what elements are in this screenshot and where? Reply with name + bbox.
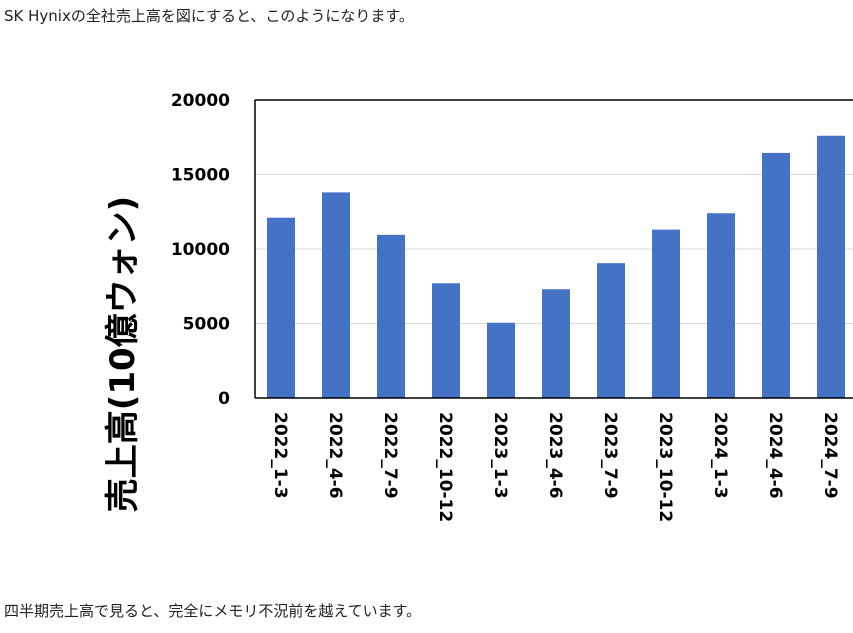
revenue-bar-chart: 0 5000 10000 15000 20000 2022_1-3 2022_4-6 202… — [0, 60, 853, 560]
bar-2023_1-3 — [487, 322, 515, 398]
bar-2022_7-9 — [377, 234, 405, 398]
intro-paragraph: SK Hynixの全社売上高を図にすると、このようになります。 — [4, 7, 414, 25]
y-tick-label: 10000 — [171, 240, 230, 260]
y-axis-title: 売上高(10億ウォン) — [103, 196, 143, 512]
x-category-label: 2024_1-3 — [710, 412, 730, 499]
y-tick-label: 5000 — [183, 315, 230, 335]
bar-2024_1-3 — [707, 213, 735, 398]
x-category-label: 2023_1-3 — [490, 412, 510, 499]
x-category-label: 2024_7-9 — [820, 412, 840, 499]
bars — [267, 135, 845, 398]
y-tick-label: 0 — [218, 389, 230, 409]
bar-2023_10-12 — [652, 229, 680, 398]
x-category-label: 2022_4-6 — [325, 412, 345, 499]
bar-2022_4-6 — [322, 192, 350, 398]
bar-2024_7-9 — [817, 135, 845, 398]
x-category-label: 2023_4-6 — [545, 412, 565, 499]
y-tick-label: 15000 — [171, 166, 230, 186]
x-category-label: 2022_10-12 — [435, 412, 455, 522]
bar-2023_7-9 — [597, 263, 625, 398]
x-category-label: 2023_10-12 — [655, 412, 675, 522]
x-category-label: 2023_7-9 — [600, 412, 620, 499]
y-tick-label: 20000 — [171, 91, 230, 111]
axes — [254, 99, 853, 399]
outro-paragraph: 四半期売上高で見ると、完全にメモリ不況前を越えています。 — [4, 602, 422, 620]
bar-2022_10-12 — [432, 283, 460, 398]
x-category-label: 2022_1-3 — [270, 412, 290, 499]
bar-2024_4-6 — [762, 152, 790, 398]
x-category-labels: 2022_1-3 2022_4-6 2022_7-9 2022_10-12 2023_1… — [270, 412, 840, 522]
bar-2022_1-3 — [267, 217, 295, 398]
bar-2023_4-6 — [542, 289, 570, 398]
y-tick-labels: 0 5000 10000 15000 20000 — [171, 91, 230, 409]
x-category-label: 2022_7-9 — [380, 412, 400, 499]
x-category-label: 2024_4-6 — [765, 412, 785, 499]
